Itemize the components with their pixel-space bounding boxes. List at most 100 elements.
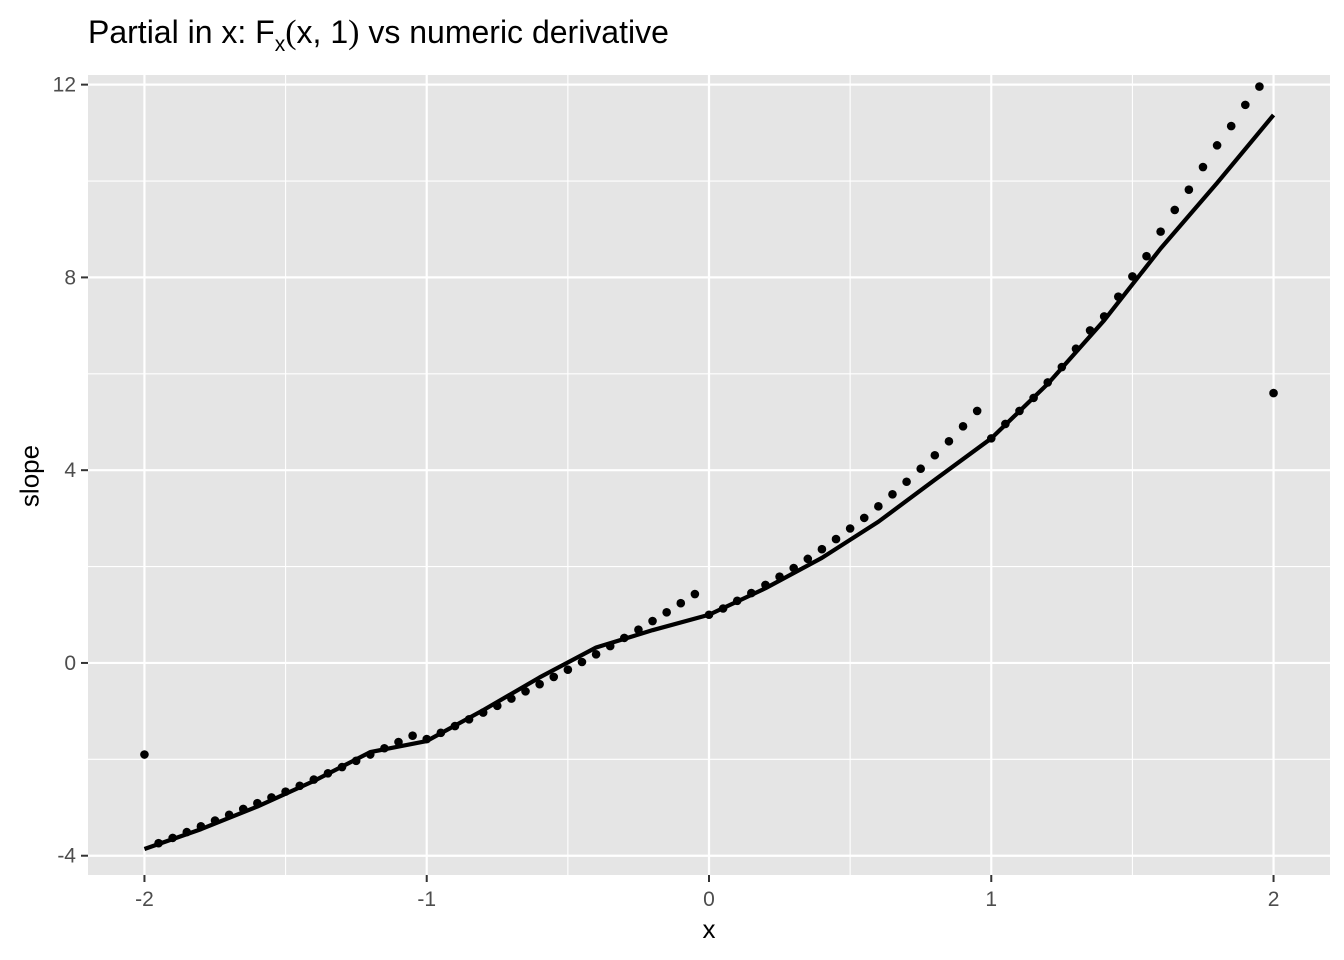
data-point	[1057, 362, 1067, 372]
data-point	[1043, 378, 1053, 387]
y-tick-label: -4	[57, 845, 76, 868]
data-point	[1156, 227, 1165, 236]
data-point	[944, 436, 954, 446]
data-point	[591, 649, 601, 659]
data-point	[309, 775, 319, 784]
data-point	[507, 694, 516, 703]
data-point	[605, 641, 615, 651]
data-point	[1099, 312, 1109, 321]
data-point	[154, 838, 163, 848]
data-point	[648, 616, 657, 626]
data-point	[958, 422, 968, 431]
data-point	[1029, 393, 1038, 403]
data-point	[1212, 141, 1222, 150]
data-point	[690, 589, 700, 599]
data-point	[874, 502, 883, 511]
data-point	[1071, 344, 1081, 354]
data-point	[563, 665, 573, 674]
data-point	[1113, 292, 1123, 301]
x-tick-label: -2	[135, 888, 154, 911]
data-point	[732, 596, 742, 606]
y-tick-label: 4	[64, 459, 76, 482]
data-point	[295, 781, 305, 791]
data-point	[634, 625, 643, 634]
data-point	[1015, 406, 1024, 416]
x-tick-label: 1	[985, 888, 997, 911]
data-point	[916, 464, 926, 474]
data-point	[888, 489, 897, 499]
data-point	[168, 833, 177, 843]
data-point	[1128, 272, 1137, 281]
data-point	[450, 721, 460, 731]
title-close-paren: )	[348, 14, 360, 51]
data-point	[323, 769, 333, 778]
data-point	[380, 743, 389, 753]
data-point	[224, 810, 234, 820]
data-point	[196, 822, 206, 831]
series-points-group	[140, 82, 1278, 848]
data-point	[182, 827, 192, 837]
data-point	[676, 598, 686, 608]
data-point	[704, 610, 714, 620]
chart-title: Partial in x: Fx(x, 1) vs numeric deriva…	[88, 14, 669, 56]
data-point	[422, 734, 432, 744]
data-point	[620, 633, 629, 643]
data-point	[803, 554, 813, 564]
data-point	[1269, 388, 1278, 398]
data-point	[1142, 251, 1151, 261]
data-point	[408, 731, 417, 741]
data-point	[210, 816, 220, 825]
title-suffix: vs numeric derivative	[359, 14, 669, 50]
data-point	[1170, 205, 1180, 215]
title-subscript: x	[274, 33, 286, 56]
title-args: x, 1	[296, 14, 349, 50]
data-point	[1184, 185, 1194, 194]
data-point	[930, 450, 940, 460]
x-tick-label: 0	[703, 888, 715, 911]
y-tick-label: 8	[64, 266, 76, 289]
data-point	[986, 434, 996, 443]
data-point	[577, 657, 587, 667]
data-point	[238, 804, 248, 814]
data-point	[747, 588, 756, 598]
y-axis-label: slope	[14, 444, 45, 508]
data-point	[337, 762, 347, 772]
data-point	[859, 513, 869, 523]
x-axis-label: x	[702, 914, 716, 944]
data-point	[281, 787, 290, 796]
data-point	[1001, 419, 1010, 429]
data-point	[549, 672, 559, 682]
data-point	[464, 715, 474, 724]
data-point	[351, 756, 361, 766]
data-point	[267, 793, 276, 802]
data-point	[521, 687, 530, 696]
data-point	[1226, 121, 1236, 131]
data-point	[761, 580, 770, 590]
data-point	[718, 604, 728, 613]
data-point	[140, 750, 149, 759]
data-point	[535, 679, 544, 689]
data-point	[253, 798, 262, 808]
x-tick-label: -1	[417, 888, 436, 911]
data-point	[1255, 82, 1264, 91]
data-point	[775, 572, 784, 581]
data-point	[436, 728, 446, 738]
data-point	[394, 737, 403, 747]
data-point	[492, 701, 502, 711]
y-tick-label: 12	[53, 74, 76, 97]
data-point	[1085, 326, 1095, 335]
data-point	[662, 608, 671, 617]
data-point	[365, 750, 375, 759]
x-tick-label: 2	[1268, 888, 1280, 911]
data-point	[1241, 100, 1250, 110]
data-point	[845, 524, 855, 533]
title-open-paren: (	[285, 14, 297, 51]
title-prefix: Partial in x: F	[88, 14, 275, 50]
data-point	[831, 534, 841, 544]
data-point	[478, 708, 488, 717]
data-point	[972, 406, 982, 416]
data-point	[902, 477, 911, 487]
data-point	[789, 563, 798, 573]
